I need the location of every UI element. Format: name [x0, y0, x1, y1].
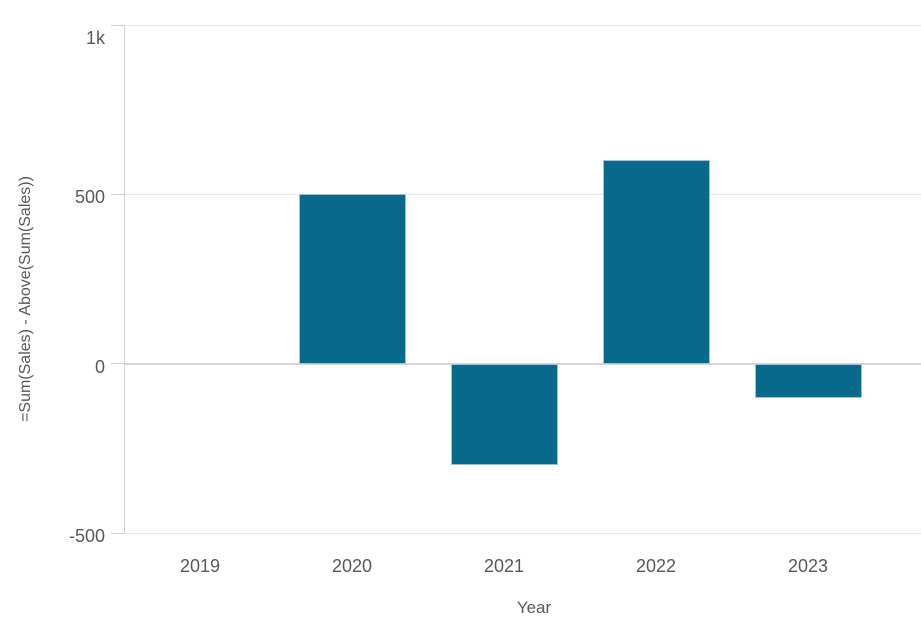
y-gridline [124, 24, 921, 26]
y-tick-mark [111, 532, 124, 534]
x-tick-label-2022[interactable]: 2022 [635, 556, 677, 576]
x-axis-title: Year [516, 598, 552, 617]
y-tick-label: 1k [85, 28, 105, 48]
y-tick-label: 500 [74, 187, 105, 208]
y-tick-mark [111, 193, 124, 195]
y-gridline [124, 532, 921, 534]
bar-2021[interactable] [450, 363, 558, 466]
y-tick-mark [111, 24, 124, 26]
x-tick-label-2019[interactable]: 2019 [179, 556, 221, 576]
y-gridline [124, 193, 921, 195]
y-tick-label: 0 [94, 356, 105, 377]
bar-2020[interactable] [298, 194, 406, 364]
bar-2022[interactable] [602, 160, 710, 364]
y-tick-label: -500 [68, 526, 105, 546]
y-axis-line [124, 25, 125, 533]
bar-2023[interactable] [754, 363, 862, 398]
y-axis-title: =Sum(Sales) - Above(Sum(Sales)) [17, 176, 34, 422]
y-tick-mark [111, 363, 124, 365]
x-tick-label-2021[interactable]: 2021 [483, 556, 525, 576]
x-tick-label-2020[interactable]: 2020 [331, 556, 373, 576]
x-tick-label-2023[interactable]: 2023 [787, 556, 829, 576]
